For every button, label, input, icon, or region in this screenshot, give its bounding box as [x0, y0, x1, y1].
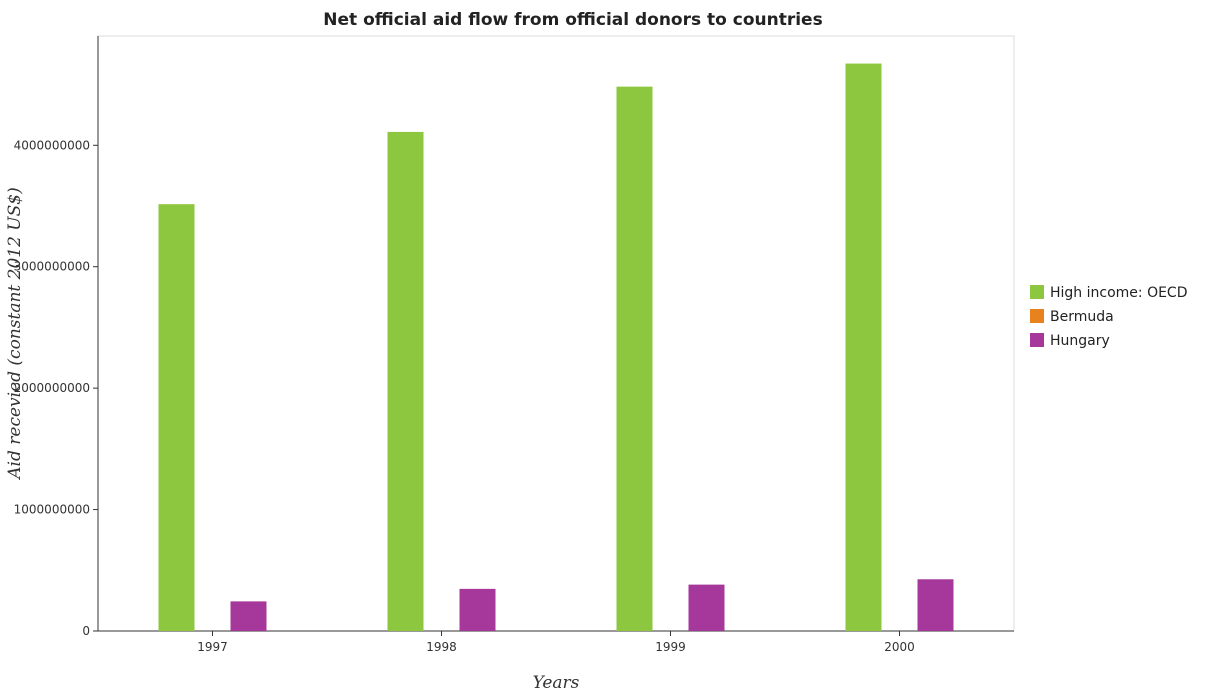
ticks: 0 1000000000 2000000000 3000000000 400000000… — [14, 138, 915, 654]
y-tick-label: 1000000000 — [14, 503, 90, 517]
bar-high-income-oecd-2000 — [845, 63, 882, 632]
x-tick-label: 1999 — [655, 640, 686, 654]
chart-title: Net official aid flow from official dono… — [323, 10, 822, 30]
y-tick-label: 3000000000 — [14, 260, 90, 274]
bar-hungary-1997 — [230, 601, 267, 631]
legend: High income: OECD Bermuda Hungary — [1030, 285, 1188, 349]
legend-label: Bermuda — [1050, 309, 1114, 325]
bar-high-income-oecd-1998 — [387, 131, 424, 631]
legend-label: Hungary — [1050, 333, 1110, 349]
y-tick-label: 4000000000 — [14, 138, 90, 152]
bar-hungary-2000 — [917, 579, 954, 631]
x-tick-label: 1998 — [426, 640, 457, 654]
x-tick-label: 1997 — [197, 640, 228, 654]
y-tick-label: 2000000000 — [14, 381, 90, 395]
y-tick-label: 0 — [82, 624, 90, 638]
x-tick-label: 2000 — [884, 640, 915, 654]
bar-high-income-oecd-1997 — [158, 204, 195, 631]
bars — [158, 63, 954, 632]
legend-swatch — [1030, 333, 1044, 347]
x-axis-label: Years — [533, 673, 580, 693]
y-axis-label: Aid recevied (constant 2012 US$) — [5, 187, 25, 480]
legend-label: High income: OECD — [1050, 285, 1188, 301]
bar-high-income-oecd-1999 — [616, 86, 653, 631]
legend-swatch — [1030, 285, 1044, 299]
bar-hungary-1999 — [688, 584, 725, 631]
legend-swatch — [1030, 309, 1044, 323]
bar-hungary-1998 — [459, 588, 496, 631]
